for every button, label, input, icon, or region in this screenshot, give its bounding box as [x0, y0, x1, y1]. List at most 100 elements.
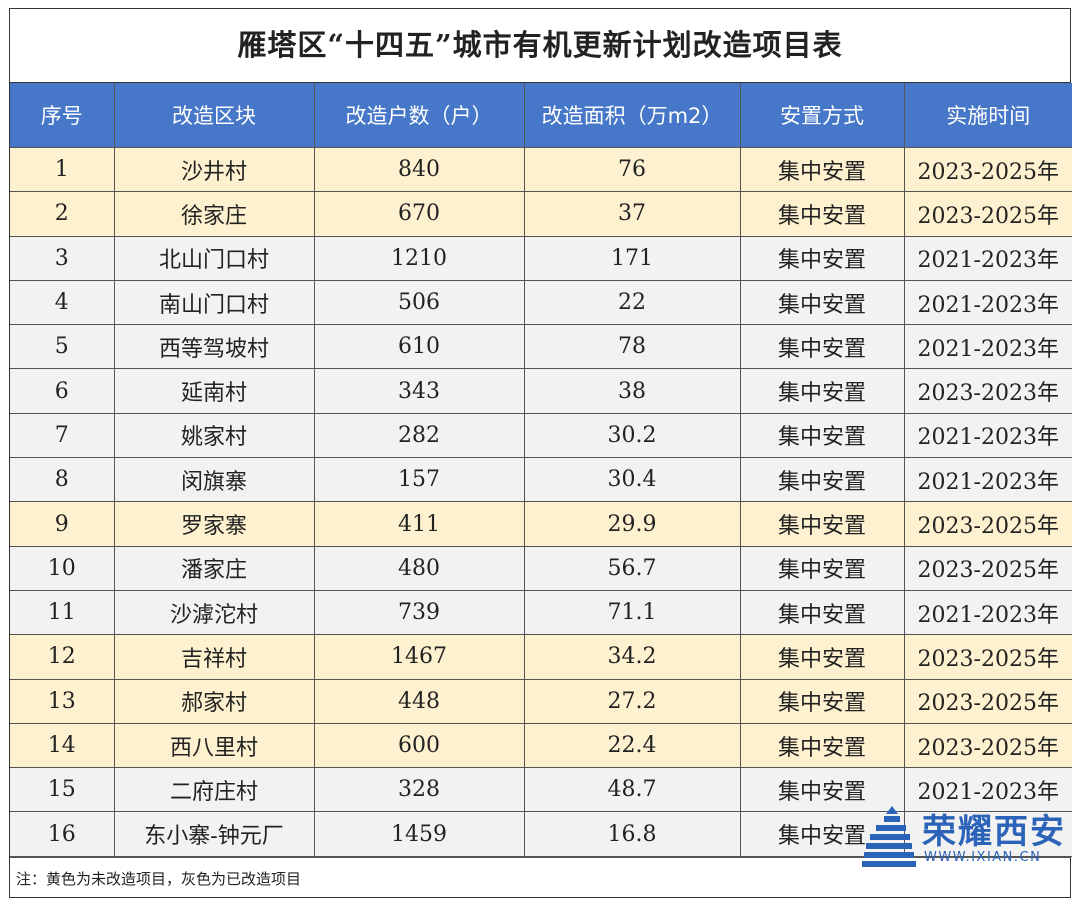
table-row: 16 东小寨-钟元厂 1459 16.8 集中安置 [10, 811, 1072, 857]
cell-period: 2021-2023年 [903, 457, 1072, 503]
cell-area: 22 [523, 279, 741, 326]
table-row: 8 闵旗寨 157 30.4 集中安置 2021-2023年 [10, 457, 1072, 503]
cell-area: 38 [523, 368, 741, 414]
cell-resettle: 集中安置 [739, 324, 905, 370]
cell-period: 2023-2025年 [903, 678, 1072, 724]
header-period: 实施时间 [903, 83, 1072, 148]
cell-no: 7 [10, 412, 115, 459]
table-row: 4 南山门口村 506 22 集中安置 2021-2023年 [10, 279, 1072, 326]
cell-area: 37 [523, 191, 741, 237]
cell-households: 343 [313, 368, 525, 414]
cell-period: 2023-2023年 [903, 368, 1072, 414]
project-table: 序号 改造区块 改造户数（户） 改造面积（万m2） 安置方式 实施时间 1 沙井村… [10, 83, 1072, 857]
header-area: 改造面积（万m2） [523, 83, 741, 148]
cell-resettle: 集中安置 [739, 767, 905, 813]
table-row: 5 西等驾坡村 610 78 集中安置 2021-2023年 [10, 324, 1072, 370]
cell-households: 670 [313, 191, 525, 237]
cell-no: 9 [10, 501, 115, 547]
cell-area: 71.1 [523, 589, 741, 636]
cell-no: 11 [10, 589, 115, 636]
cell-area: 78 [523, 324, 741, 370]
cell-no: 6 [10, 368, 115, 414]
cell-period: 2023-2025年 [903, 634, 1072, 680]
cell-block: 二府庄村 [113, 767, 315, 813]
cell-resettle: 集中安置 [739, 678, 905, 724]
cell-block: 郝家村 [113, 678, 315, 724]
cell-block: 姚家村 [113, 412, 315, 459]
cell-households: 506 [313, 279, 525, 326]
table-row: 11 沙滹沱村 739 71.1 集中安置 2021-2023年 [10, 589, 1072, 636]
cell-resettle: 集中安置 [739, 191, 905, 237]
cell-households: 1210 [313, 235, 525, 281]
cell-block: 闵旗寨 [113, 457, 315, 503]
table-row: 1 沙井村 840 76 集中安置 2023-2025年 [10, 146, 1072, 193]
cell-households: 610 [313, 324, 525, 370]
table-row: 12 吉祥村 1467 34.2 集中安置 2023-2025年 [10, 634, 1072, 680]
header-households: 改造户数（户） [313, 83, 525, 148]
cell-households: 411 [313, 501, 525, 547]
cell-no: 3 [10, 235, 115, 281]
cell-area: 56.7 [523, 545, 741, 591]
cell-period: 2021-2023年 [903, 412, 1072, 459]
table-note: 注：黄色为未改造项目，灰色为已改造项目 [10, 856, 1070, 900]
cell-block: 沙井村 [113, 146, 315, 193]
cell-resettle: 集中安置 [739, 634, 905, 680]
cell-no: 4 [10, 279, 115, 326]
cell-area: 27.2 [523, 678, 741, 724]
cell-period: 2021-2023年 [903, 235, 1072, 281]
cell-no: 10 [10, 545, 115, 591]
cell-block: 罗家寨 [113, 501, 315, 547]
table-row: 7 姚家村 282 30.2 集中安置 2021-2023年 [10, 412, 1072, 459]
cell-resettle: 集中安置 [739, 501, 905, 547]
cell-no: 15 [10, 767, 115, 813]
cell-period: 2021-2023年 [903, 767, 1072, 813]
cell-no: 1 [10, 146, 115, 193]
cell-households: 739 [313, 589, 525, 636]
cell-resettle: 集中安置 [739, 457, 905, 503]
cell-area: 30.2 [523, 412, 741, 459]
cell-block: 西等驾坡村 [113, 324, 315, 370]
table-row: 9 罗家寨 411 29.9 集中安置 2023-2025年 [10, 501, 1072, 547]
cell-block: 吉祥村 [113, 634, 315, 680]
cell-area: 29.9 [523, 501, 741, 547]
cell-households: 328 [313, 767, 525, 813]
cell-period: 2023-2025年 [903, 501, 1072, 547]
cell-block: 徐家庄 [113, 191, 315, 237]
cell-block: 北山门口村 [113, 235, 315, 281]
cell-households: 448 [313, 678, 525, 724]
header-block: 改造区块 [113, 83, 315, 148]
cell-households: 1467 [313, 634, 525, 680]
header-resettle: 安置方式 [739, 83, 905, 148]
cell-period: 2023-2025年 [903, 722, 1072, 769]
cell-resettle: 集中安置 [739, 279, 905, 326]
cell-households: 480 [313, 545, 525, 591]
cell-period: 2021-2023年 [903, 589, 1072, 636]
cell-households: 282 [313, 412, 525, 459]
cell-area: 34.2 [523, 634, 741, 680]
cell-block: 东小寨-钟元厂 [113, 811, 315, 857]
cell-no: 2 [10, 191, 115, 237]
project-table-document: 雁塔区“十四五”城市有机更新计划改造项目表 序号 改造区块 改造户数（户） 改造… [9, 8, 1072, 900]
table-row: 10 潘家庄 480 56.7 集中安置 2023-2025年 [10, 545, 1072, 591]
cell-area: 48.7 [523, 767, 741, 813]
cell-households: 600 [313, 722, 525, 769]
cell-resettle: 集中安置 [739, 368, 905, 414]
table-row: 6 延南村 343 38 集中安置 2023-2023年 [10, 368, 1072, 414]
cell-period: 2021-2023年 [903, 324, 1072, 370]
cell-block: 西八里村 [113, 722, 315, 769]
cell-resettle: 集中安置 [739, 722, 905, 769]
cell-households: 840 [313, 146, 525, 193]
cell-resettle: 集中安置 [739, 146, 905, 193]
cell-households: 1459 [313, 811, 525, 857]
header-no: 序号 [10, 83, 115, 148]
cell-block: 沙滹沱村 [113, 589, 315, 636]
cell-no: 12 [10, 634, 115, 680]
cell-area: 76 [523, 146, 741, 193]
cell-area: 30.4 [523, 457, 741, 503]
header-row: 序号 改造区块 改造户数（户） 改造面积（万m2） 安置方式 实施时间 [10, 83, 1072, 148]
cell-no: 5 [10, 324, 115, 370]
cell-period: 2023-2025年 [903, 545, 1072, 591]
table-row: 2 徐家庄 670 37 集中安置 2023-2025年 [10, 191, 1072, 237]
cell-block: 延南村 [113, 368, 315, 414]
cell-period: 2023-2025年 [903, 191, 1072, 237]
